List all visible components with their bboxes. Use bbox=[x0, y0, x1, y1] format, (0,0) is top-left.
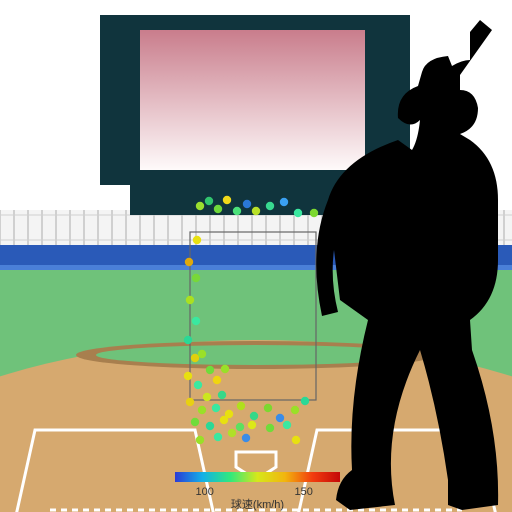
pitch-dot bbox=[198, 406, 206, 414]
pitch-dot bbox=[203, 393, 211, 401]
pitch-dot bbox=[291, 406, 299, 414]
pitch-dot bbox=[196, 202, 204, 210]
pitch-dot bbox=[205, 197, 213, 205]
pitch-dot bbox=[198, 350, 206, 358]
colorbar-tick: 150 bbox=[295, 486, 313, 498]
pitch-dot bbox=[233, 207, 241, 215]
pitch-dot bbox=[242, 434, 250, 442]
pitch-dot bbox=[250, 412, 258, 420]
pitch-dot bbox=[196, 436, 204, 444]
pitch-dot bbox=[218, 391, 226, 399]
pitch-dot bbox=[191, 418, 199, 426]
pitch-dot bbox=[294, 209, 302, 217]
pitch-dot bbox=[252, 207, 260, 215]
pitch-dot bbox=[243, 200, 251, 208]
pitch-dot bbox=[206, 366, 214, 374]
pitch-dot bbox=[228, 429, 236, 437]
pitch-dot bbox=[280, 198, 288, 206]
pitch-dot bbox=[184, 372, 192, 380]
pitch-dot bbox=[220, 416, 228, 424]
pitch-dot bbox=[276, 414, 284, 422]
pitch-dot bbox=[192, 317, 200, 325]
pitch-dot bbox=[236, 423, 244, 431]
pitch-dot bbox=[184, 336, 192, 344]
colorbar bbox=[175, 472, 340, 482]
chart-svg: 100 150 球速(km/h) bbox=[0, 0, 512, 512]
pitch-dot bbox=[214, 205, 222, 213]
pitch-dot bbox=[192, 274, 200, 282]
pitch-location-chart: 100 150 球速(km/h) bbox=[0, 0, 512, 512]
pitch-dot bbox=[213, 376, 221, 384]
pitch-dot bbox=[292, 436, 300, 444]
pitch-dot bbox=[223, 196, 231, 204]
pitch-dot bbox=[301, 397, 309, 405]
pitch-dot bbox=[194, 381, 202, 389]
colorbar-label: 球速(km/h) bbox=[231, 497, 284, 511]
pitch-dot bbox=[214, 433, 222, 441]
pitch-dot bbox=[237, 402, 245, 410]
pitch-dot bbox=[266, 424, 274, 432]
pitch-dot bbox=[212, 404, 220, 412]
pitch-dot bbox=[266, 202, 274, 210]
pitch-dot bbox=[185, 258, 193, 266]
pitch-dot bbox=[186, 296, 194, 304]
colorbar-tick: 100 bbox=[196, 486, 214, 498]
pitch-dot bbox=[264, 404, 272, 412]
pitch-dot bbox=[283, 421, 291, 429]
pitch-dot bbox=[186, 398, 194, 406]
pitch-dot bbox=[193, 236, 201, 244]
pitch-dot bbox=[221, 365, 229, 373]
scoreboard-screen bbox=[140, 30, 365, 170]
pitch-dot bbox=[206, 422, 214, 430]
pitch-dot bbox=[248, 421, 256, 429]
pitch-dot bbox=[310, 209, 318, 217]
